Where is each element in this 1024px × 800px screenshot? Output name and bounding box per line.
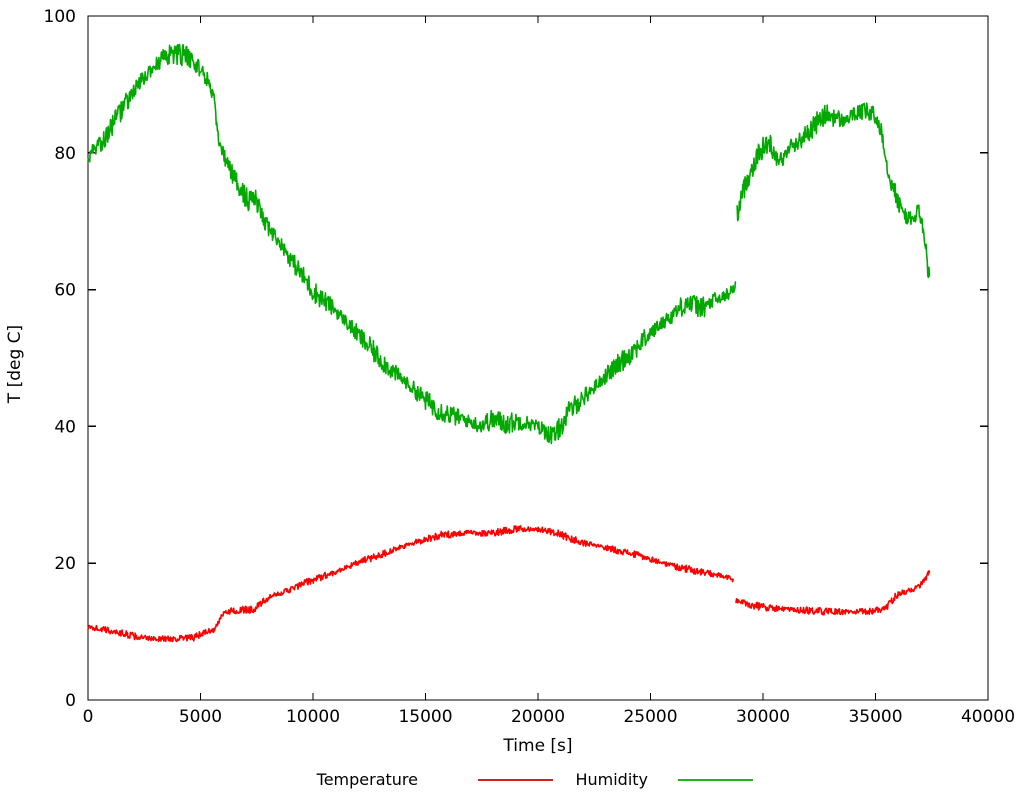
x-axis-title: Time [s] xyxy=(502,736,572,756)
y-tick-label: 100 xyxy=(44,7,76,27)
series-line-temperature xyxy=(87,525,931,643)
y-tick-label: 60 xyxy=(54,281,76,301)
x-tick-label: 15000 xyxy=(398,707,452,727)
series-line-humidity xyxy=(87,43,931,445)
x-tick-label: 5000 xyxy=(179,707,222,727)
x-tick-label: 25000 xyxy=(623,707,677,727)
chart-legend: Temperature Humidity xyxy=(316,770,753,789)
y-tick-label: 40 xyxy=(54,417,76,437)
y-tick-label: 0 xyxy=(65,691,76,711)
y-axis-ticks: 0 20 40 60 80 100 xyxy=(44,7,988,711)
data-series-group xyxy=(87,43,931,643)
y-tick-label: 20 xyxy=(54,554,76,574)
x-tick-label: 35000 xyxy=(848,707,902,727)
y-axis-title: T [deg C] xyxy=(5,325,25,404)
x-tick-label: 0 xyxy=(83,707,94,727)
x-axis-ticks: 0 5000 10000 15000 20000 25000 30000 35000 40000 xyxy=(83,16,1015,727)
x-tick-label: 10000 xyxy=(286,707,340,727)
legend-label-temperature: Temperature xyxy=(316,770,418,789)
y-tick-label: 80 xyxy=(54,144,76,164)
x-tick-label: 20000 xyxy=(511,707,565,727)
x-tick-label: 30000 xyxy=(736,707,790,727)
x-tick-label: 40000 xyxy=(961,707,1015,727)
legend-label-humidity: Humidity xyxy=(575,770,648,789)
